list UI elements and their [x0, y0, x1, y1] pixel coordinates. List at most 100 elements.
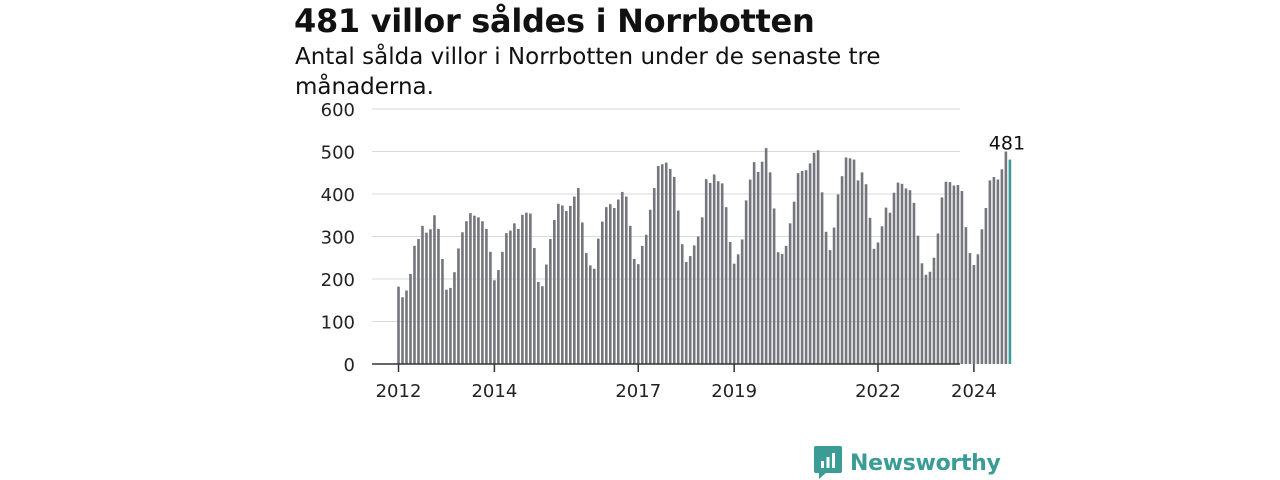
bar: [964, 227, 968, 364]
bar: [397, 286, 400, 364]
bar: [988, 180, 992, 364]
bar: [952, 185, 956, 364]
bar: [517, 228, 520, 364]
bar: [469, 213, 472, 365]
highlight-data-label: 481: [989, 133, 1025, 155]
bar: [509, 230, 512, 364]
bar: [856, 180, 860, 364]
bar: [449, 287, 452, 364]
bar: [417, 239, 420, 364]
bar: [764, 148, 768, 364]
bar: [433, 215, 436, 364]
bar: [1000, 169, 1004, 364]
bar: [632, 259, 636, 364]
bar: [836, 194, 840, 364]
bar: [692, 245, 696, 364]
y-tick-label: 200: [321, 270, 355, 291]
bar: [589, 265, 592, 364]
bar: [756, 171, 760, 364]
bar: [616, 199, 620, 364]
bar: [684, 262, 688, 364]
bar: [880, 226, 884, 364]
bar-highlight: [1008, 159, 1012, 364]
bar: [864, 184, 868, 364]
bar: [884, 207, 888, 364]
bar: [604, 207, 608, 364]
bar: [752, 162, 756, 365]
bar: [485, 228, 488, 364]
y-tick-label: 300: [321, 228, 355, 249]
x-axis: 2012 2014 2017 2019 2022 2024: [372, 363, 997, 402]
bar: [732, 263, 736, 364]
bar: [956, 185, 960, 364]
bar: [668, 168, 672, 364]
bar: [796, 173, 800, 364]
bar: [968, 253, 972, 364]
bar: [636, 264, 640, 365]
bar: [924, 274, 928, 364]
bar: [760, 161, 764, 364]
bar: [908, 190, 912, 364]
bar: [780, 253, 784, 364]
bar: [888, 212, 892, 364]
bar: [892, 192, 896, 364]
y-tick-label: 500: [321, 143, 355, 164]
bar: [944, 181, 948, 364]
bar: [696, 236, 700, 364]
bar: [920, 263, 924, 364]
bar: [948, 182, 952, 364]
bar: [493, 280, 496, 364]
bar: [565, 211, 568, 364]
bar: [744, 200, 748, 365]
bar: [533, 247, 536, 364]
bar: [453, 272, 456, 364]
bar: [704, 179, 708, 365]
bar: [497, 270, 500, 364]
bar: [720, 183, 724, 365]
bar: [553, 219, 556, 364]
bar: [477, 217, 480, 365]
bar: [876, 242, 880, 364]
chart-subtitle: Antal sålda villor i Norrbotten under de…: [295, 44, 881, 100]
bar: [928, 271, 932, 364]
bar: [525, 212, 528, 364]
bar: [896, 182, 900, 364]
bar: [800, 171, 804, 364]
bar: [513, 223, 516, 364]
bar: [816, 150, 820, 364]
bar: [852, 159, 856, 364]
bar: [868, 217, 872, 364]
bar: [724, 207, 728, 364]
bar: [788, 223, 792, 364]
y-axis: 0 100 200 300 400 500 600: [321, 100, 355, 376]
bar: [1004, 151, 1008, 364]
newsworthy-logo-icon: [814, 446, 842, 479]
bar: [608, 204, 612, 364]
bar: [481, 221, 484, 364]
bar: [577, 188, 580, 364]
chart-title: 481 villor såldes i Norrbotten: [294, 2, 815, 40]
bar: [936, 233, 940, 364]
bar: [569, 205, 572, 364]
bar: [776, 252, 780, 364]
bar: [413, 245, 416, 364]
x-tick-label: 2024: [951, 381, 997, 402]
bar: [529, 213, 532, 364]
y-tick-label: 600: [321, 100, 355, 121]
bar: [736, 254, 740, 364]
bar: [656, 165, 660, 364]
bar: [980, 229, 984, 364]
bar: [441, 259, 444, 364]
bar: [808, 163, 812, 364]
bar: [461, 232, 464, 364]
bar: [457, 248, 460, 364]
bar: [804, 170, 808, 364]
bar: [501, 251, 504, 364]
bar: [425, 232, 428, 364]
newsworthy-logo: Newsworthy: [814, 446, 1001, 480]
y-tick-label: 400: [321, 185, 355, 206]
bar: [784, 245, 788, 364]
bar: [748, 179, 752, 364]
bar: [740, 239, 744, 364]
bar: [872, 248, 876, 364]
